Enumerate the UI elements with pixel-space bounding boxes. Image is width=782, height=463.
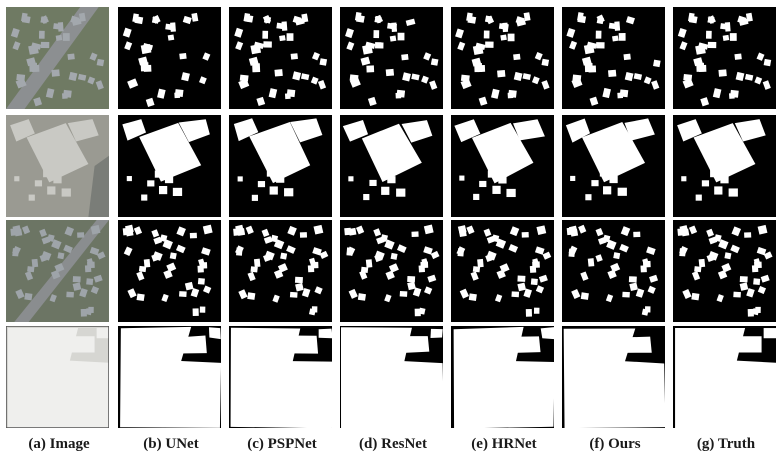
caption-truth: (g) Truth <box>696 436 756 452</box>
panel-resnet-row4 <box>340 326 443 428</box>
panel-unet-row1 <box>118 7 221 109</box>
panel-resnet-row2 <box>340 115 443 217</box>
panel-hrnet-row1 <box>451 7 554 109</box>
aerial-image-row3 <box>6 220 109 322</box>
aerial-image-row4 <box>6 326 109 428</box>
caption-hrnet: (e) HRNet <box>471 436 537 452</box>
panel-truth-row4 <box>673 326 776 428</box>
panel-unet-row2 <box>118 115 221 217</box>
panel-unet-row3 <box>118 220 221 322</box>
panel-hrnet-row3 <box>451 220 554 322</box>
panel-hrnet-row4 <box>451 326 554 428</box>
caption-pspnet: (c) PSPNet <box>247 436 317 452</box>
panel-truth-row3 <box>673 220 776 322</box>
panel-hrnet-row2 <box>451 115 554 217</box>
panel-resnet-row1 <box>340 7 443 109</box>
panel-pspnet-row3 <box>229 220 332 322</box>
panel-resnet-row3 <box>340 220 443 322</box>
aerial-image-row2 <box>6 115 109 217</box>
caption-image: (a) Image <box>28 436 90 452</box>
aerial-image-row1 <box>6 7 109 109</box>
caption-unet: (b) UNet <box>143 436 199 452</box>
panel-truth-row2 <box>673 115 776 217</box>
panel-ours-row2 <box>562 115 665 217</box>
panel-ours-row4 <box>562 326 665 428</box>
panel-ours-row1 <box>562 7 665 109</box>
panel-pspnet-row1 <box>229 7 332 109</box>
caption-ours: (f) Ours <box>589 436 641 452</box>
panel-pspnet-row2 <box>229 115 332 217</box>
caption-resnet: (d) ResNet <box>359 436 427 452</box>
panel-unet-row4 <box>118 326 221 428</box>
panel-truth-row1 <box>673 7 776 109</box>
panel-pspnet-row4 <box>229 326 332 428</box>
panel-ours-row3 <box>562 220 665 322</box>
